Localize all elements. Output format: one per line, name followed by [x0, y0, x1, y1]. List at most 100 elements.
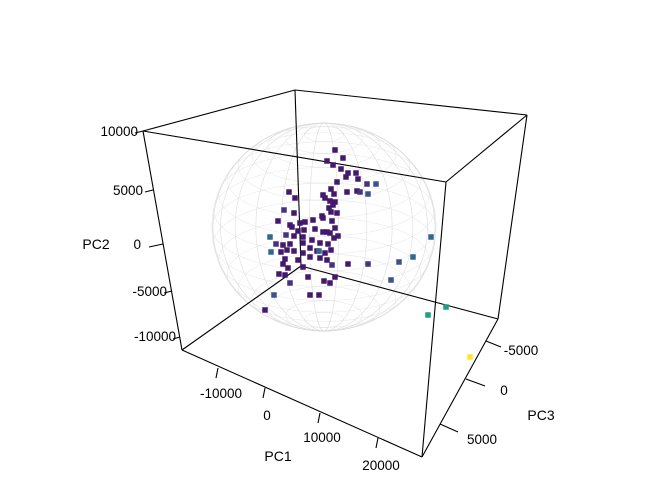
data-point [312, 226, 318, 232]
data-point [320, 192, 326, 198]
data-point [295, 257, 301, 263]
pc2-axis-label: PC2 [82, 236, 109, 252]
data-point [320, 229, 326, 235]
data-point [295, 228, 301, 234]
data-point [354, 188, 360, 194]
data-point [286, 189, 292, 195]
data-point [302, 219, 308, 225]
data-point [467, 354, 473, 360]
pc2-tick-mark [144, 189, 154, 193]
data-point [297, 220, 303, 226]
sphere-longitude-line [212, 122, 436, 332]
data-point [316, 292, 322, 298]
pc2-tick-label: -5000 [132, 284, 167, 299]
data-point [324, 158, 330, 164]
pc3-axis-label: PC3 [527, 407, 554, 423]
data-point [273, 241, 279, 247]
bounding-box-edge [497, 114, 528, 320]
data-point [396, 259, 402, 265]
bounding-box-edge [142, 130, 447, 183]
bounding-box-edge [421, 181, 447, 458]
data-point [332, 274, 338, 280]
data-point [331, 235, 337, 241]
data-point [271, 292, 277, 298]
data-point [345, 170, 351, 176]
data-point [332, 199, 338, 205]
sphere-latitude-line [213, 167, 435, 255]
sphere-longitude-line [234, 122, 414, 332]
sphere-latitude-line [304, 311, 344, 328]
data-point [285, 265, 291, 271]
sphere-latitude-line [304, 126, 344, 143]
pc2-tick-mark [163, 290, 173, 294]
data-point [322, 195, 328, 201]
data-point [425, 312, 431, 318]
data-point [284, 247, 290, 253]
bounding-box [142, 89, 528, 458]
sphere-longitude-line [220, 122, 428, 332]
data-point [268, 249, 274, 255]
bounding-box-edge [421, 318, 499, 458]
data-point [332, 225, 338, 231]
sphere-longitude-line [234, 122, 414, 332]
data-point [282, 272, 288, 278]
data-point [300, 234, 306, 240]
data-point [334, 179, 340, 185]
pc3-tick-label: 0 [500, 383, 508, 398]
data-point [410, 254, 416, 260]
pc1-tick-mark [215, 367, 219, 379]
data-point [280, 261, 286, 267]
data-point [276, 271, 282, 277]
pc2-tick-mark [148, 243, 164, 248]
bounding-box-edge [300, 265, 499, 320]
pc1-tick-label: 20000 [362, 458, 400, 473]
data-point [364, 181, 370, 187]
data-point [428, 234, 434, 240]
data-point [281, 207, 287, 213]
data-point [327, 198, 333, 204]
bounding-box-edge [294, 89, 528, 116]
pc1-axis-label: PC1 [264, 448, 291, 464]
data-point [330, 162, 336, 168]
data-point [287, 280, 293, 286]
data-point [307, 254, 313, 260]
data-point [324, 229, 330, 235]
data-point [329, 262, 335, 268]
data-point [344, 189, 350, 195]
data-point [317, 240, 323, 246]
sphere-longitude-line [220, 122, 428, 332]
pc2-tick-label: 5000 [113, 183, 143, 198]
data-points [262, 147, 473, 360]
data-point [443, 304, 449, 310]
data-point [343, 174, 349, 180]
pc1-tick-mark [317, 412, 321, 424]
axis-ticks: 10000 5000 0 -5000 -10000 -10000 0 10000 20000 -5… [100, 124, 538, 473]
data-point [353, 170, 359, 176]
data-point [262, 307, 268, 313]
data-point [324, 257, 330, 263]
data-point [321, 278, 327, 284]
pc2-tick-label: 10000 [100, 124, 138, 139]
pc2-tick-mark [134, 130, 144, 134]
data-point [328, 209, 334, 215]
data-point [280, 242, 286, 248]
data-point [373, 181, 379, 187]
data-point [291, 248, 297, 254]
data-point [307, 245, 313, 251]
data-point [330, 202, 336, 208]
data-point [327, 230, 333, 236]
data-point [340, 155, 346, 161]
data-point [307, 292, 313, 298]
pc1-tick-label: 10000 [303, 430, 341, 445]
data-point [332, 147, 338, 153]
data-point [316, 248, 322, 254]
data-point [309, 237, 315, 243]
data-point [365, 191, 371, 197]
data-point [329, 218, 335, 224]
bounding-box-edge [181, 265, 302, 351]
data-point [305, 274, 311, 280]
bounding-box-edge [142, 130, 183, 351]
pc1-tick-mark [375, 437, 379, 449]
